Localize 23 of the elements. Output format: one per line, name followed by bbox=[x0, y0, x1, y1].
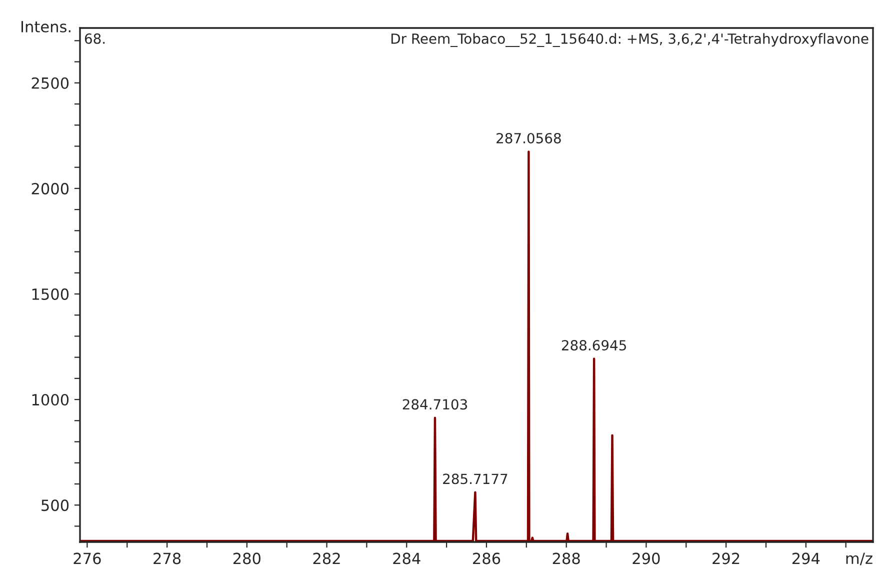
x-axis-title: m/z bbox=[846, 552, 872, 566]
x-tick-label: 276 bbox=[74, 552, 101, 564]
x-tick-label: 278 bbox=[154, 552, 181, 564]
x-tick-label: 292 bbox=[712, 552, 740, 564]
x-tick-label: 284 bbox=[393, 552, 420, 564]
x-tick-label: 290 bbox=[632, 552, 660, 564]
annotation: 68. bbox=[84, 33, 105, 44]
y-tick-label: 1000 bbox=[32, 394, 69, 406]
x-tick-label: 282 bbox=[313, 552, 340, 564]
x-tick-label: 286 bbox=[473, 552, 500, 564]
chart-title: Dr Reem_Tobaco__52_1_15640.d: +MS, 3,6,2',4'-Tetrahydroxyflavone bbox=[391, 33, 868, 47]
y-tick-label: 2000 bbox=[32, 182, 69, 194]
x-tick-label: 280 bbox=[233, 552, 260, 564]
x-tick-label: 288 bbox=[552, 552, 580, 564]
y-tick-label: 500 bbox=[42, 500, 69, 512]
y-tick-label: 1500 bbox=[32, 288, 69, 300]
annotation: 284.7103 bbox=[402, 399, 468, 410]
annotation: 288.6945 bbox=[562, 340, 626, 351]
x-tick-label: 294 bbox=[792, 552, 820, 564]
y-axis-title: Intens. bbox=[21, 21, 70, 32]
annotation: 287.0568 bbox=[496, 132, 561, 144]
annotation: 285.7177 bbox=[443, 474, 508, 484]
y-tick-label: 2500 bbox=[32, 77, 69, 89]
